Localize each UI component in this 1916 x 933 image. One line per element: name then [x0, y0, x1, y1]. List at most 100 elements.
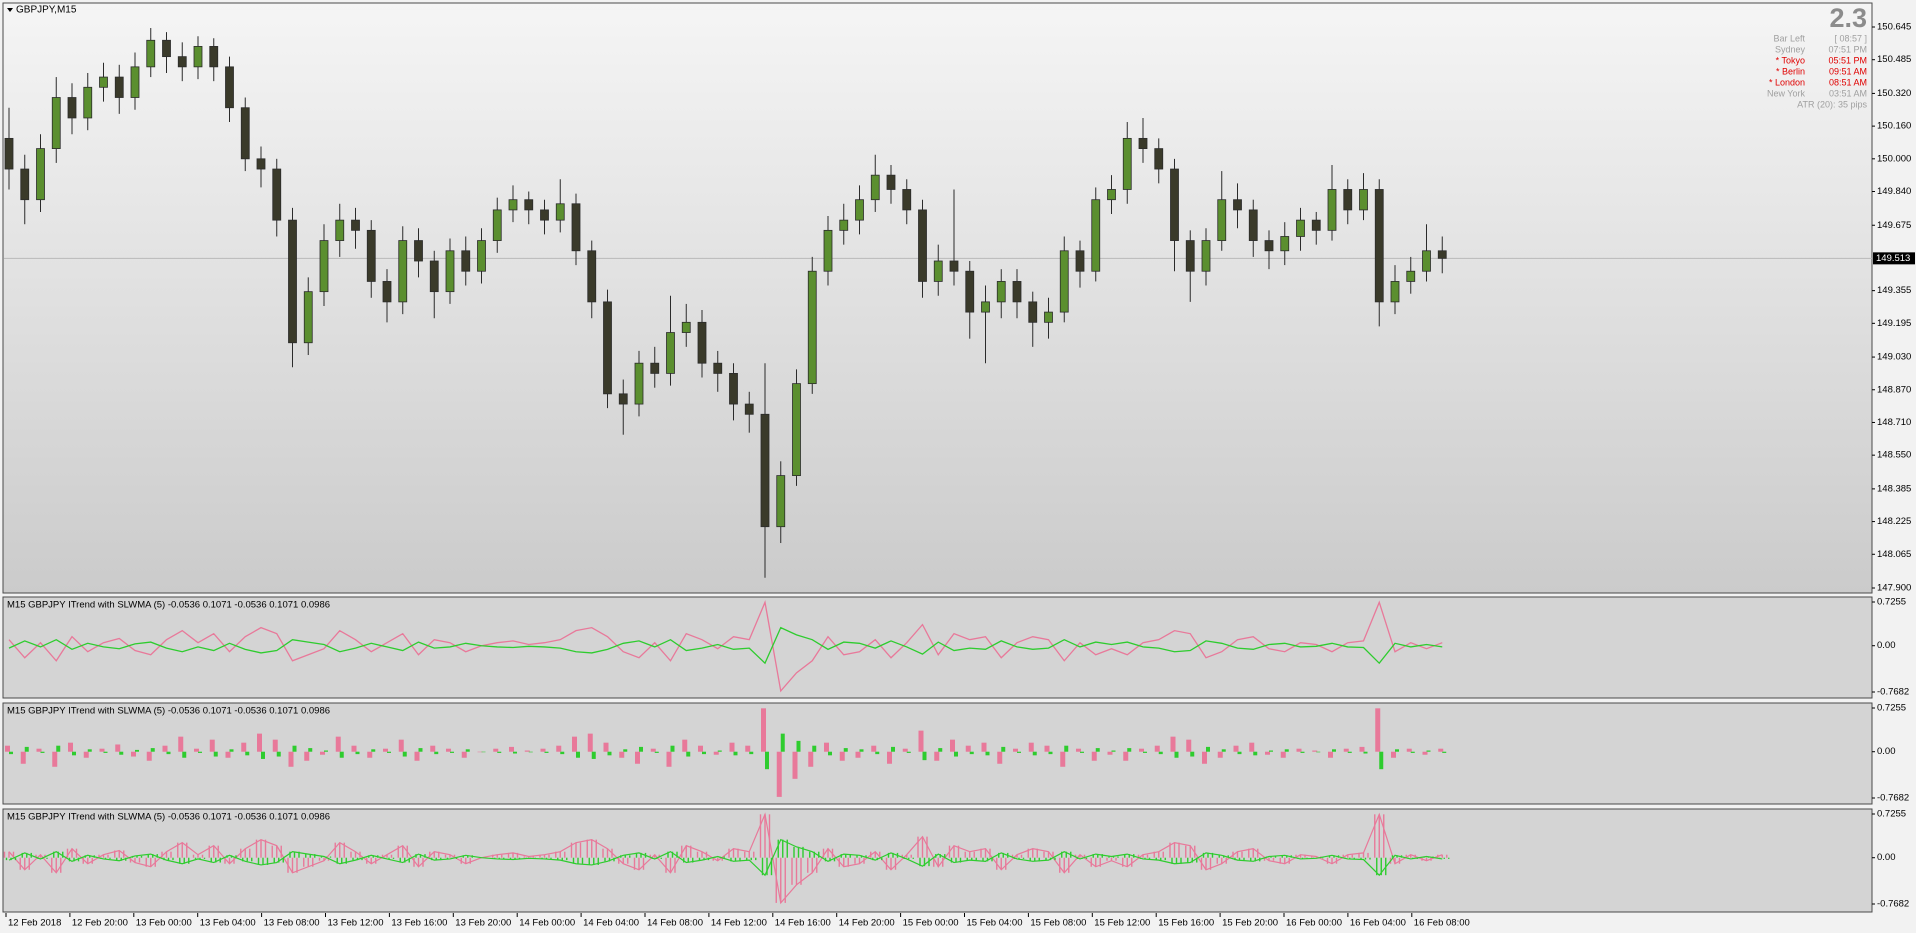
indicator-bar: [733, 751, 738, 756]
candle-body: [4, 137, 14, 170]
candle-body: [1028, 301, 1038, 323]
y-tick-label: 150.000: [1877, 153, 1911, 164]
indicator-bar: [1064, 745, 1069, 752]
y-tick-label: 0.00: [1877, 640, 1896, 651]
collapse-arrow[interactable]: [7, 8, 13, 12]
indicator-bar: [320, 751, 325, 755]
indicator-bar: [241, 742, 247, 752]
indicator-bar: [650, 748, 656, 752]
candle-body: [51, 97, 61, 150]
candle-body: [225, 66, 234, 109]
indicator-bar: [1300, 751, 1305, 753]
indicator-bar: [702, 751, 706, 755]
session-label: * Berlin: [1776, 66, 1805, 76]
indicator-bar: [1091, 751, 1097, 761]
indicator-line: [8, 626, 1443, 665]
indicator-bar: [450, 751, 454, 753]
x-tick-label: 15 Feb 08:00: [1030, 918, 1086, 929]
candle-body: [540, 209, 549, 221]
x-tick-label: 13 Feb 00:00: [136, 918, 192, 929]
y-tick-label: 150.160: [1877, 121, 1911, 132]
x-tick-label: 16 Feb 00:00: [1286, 918, 1342, 929]
indicator-bar: [1017, 751, 1021, 753]
indicator-bar: [40, 751, 45, 753]
indicator-bar: [68, 742, 73, 752]
candle-body: [1233, 199, 1242, 211]
indicator-bar: [1328, 751, 1333, 758]
indicator-bar: [1080, 751, 1084, 753]
indicator-bar: [1221, 749, 1226, 752]
indicator-bar: [997, 751, 1003, 764]
indicator-bar: [808, 751, 814, 767]
indicator-bar: [749, 751, 754, 755]
session-value: 09:51 AM: [1829, 66, 1867, 76]
candle-body: [981, 301, 990, 313]
x-tick-label: 13 Feb 04:00: [200, 918, 256, 929]
indicator-bar: [1076, 748, 1081, 752]
indicator-bar: [434, 751, 439, 755]
indicator-bar: [1296, 748, 1302, 752]
x-tick-label: 14 Feb 16:00: [775, 918, 831, 929]
candle-body: [99, 76, 108, 88]
candle-body: [508, 199, 518, 211]
indicator-bar: [1127, 748, 1132, 752]
x-tick-label: 13 Feb 12:00: [328, 918, 384, 929]
candle-body: [445, 250, 455, 293]
chart-title: GBPJPY,M15: [16, 5, 77, 16]
indicator-bar: [824, 742, 829, 752]
candle-body: [996, 281, 1006, 303]
candle-body: [1154, 148, 1164, 170]
indicator-bar: [1379, 751, 1384, 770]
y-tick-label: 148.385: [1877, 483, 1911, 494]
candle-body: [524, 199, 534, 211]
indicator-bar: [1359, 746, 1365, 752]
indicator-bar: [461, 751, 467, 758]
candle-body: [1091, 199, 1101, 272]
candle-body: [949, 260, 959, 272]
indicator-bar: [906, 751, 911, 753]
indicator-bar: [796, 740, 801, 752]
x-tick-label: 14 Feb 00:00: [519, 918, 575, 929]
candle-body: [193, 46, 203, 68]
indicator-bar: [1170, 736, 1176, 752]
indicator-bar: [1332, 749, 1336, 752]
indicator-bar: [225, 751, 231, 758]
indicator-bar: [1190, 751, 1195, 757]
x-tick-label: 13 Feb 08:00: [264, 918, 320, 929]
indicator-bar: [1202, 751, 1207, 764]
indicator-bar: [875, 751, 880, 755]
x-tick-label: 16 Feb 04:00: [1350, 918, 1406, 929]
indicator-bar: [131, 751, 136, 757]
y-tick-label: 149.195: [1877, 318, 1911, 329]
indicator-bar: [398, 739, 404, 752]
indicator-bar: [1143, 751, 1147, 753]
indicator-bar: [292, 745, 297, 752]
y-tick-label: 0.7255: [1877, 703, 1906, 714]
candle-body: [1248, 209, 1258, 241]
indicator-bar: [182, 751, 187, 758]
indicator-bar: [1028, 742, 1034, 752]
indicator-frame: [2, 596, 1873, 699]
indicator-bar: [1139, 748, 1144, 752]
candle-body: [36, 148, 45, 201]
x-tick-label: 15 Feb 00:00: [903, 918, 959, 929]
indicator-bar: [560, 751, 565, 755]
indicator-bar: [654, 751, 659, 753]
candle-body: [335, 219, 345, 241]
candle-body: [1437, 250, 1447, 259]
indicator-bar: [1269, 750, 1273, 752]
indicator-bar: [717, 750, 722, 752]
candle-body: [1012, 281, 1022, 303]
indicator-bar: [52, 751, 58, 767]
indicator-bar: [713, 751, 719, 755]
indicator-bar: [20, 751, 26, 764]
indicator-bar: [1280, 751, 1286, 758]
indicator-bar: [162, 745, 168, 752]
x-tick-label: 14 Feb 04:00: [583, 918, 639, 929]
indicator-bar: [1438, 748, 1444, 752]
y-tick-label: 150.485: [1877, 54, 1911, 65]
indicator-bar: [99, 748, 105, 752]
candle-body: [83, 86, 93, 119]
candle-body: [1311, 219, 1321, 231]
